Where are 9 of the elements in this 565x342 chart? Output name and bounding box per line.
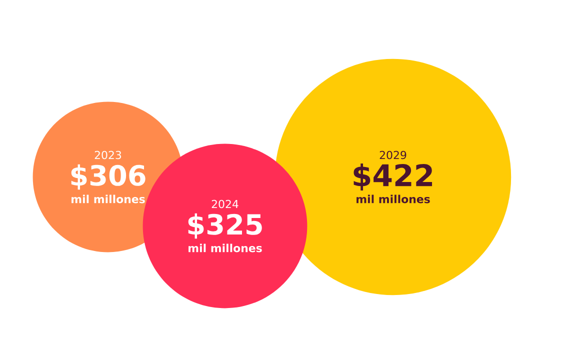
text: mil millones — [356, 194, 430, 204]
category-label: 2024 — [212, 200, 238, 208]
data-label: $422 — [354, 163, 432, 191]
data-label: $306 — [71, 164, 146, 190]
category-label: 2029 — [380, 150, 406, 160]
text: mil millones — [72, 194, 145, 204]
text: mil millones — [188, 244, 262, 252]
category-label: 2023 — [94, 150, 122, 160]
data-label: $325 — [188, 213, 262, 239]
